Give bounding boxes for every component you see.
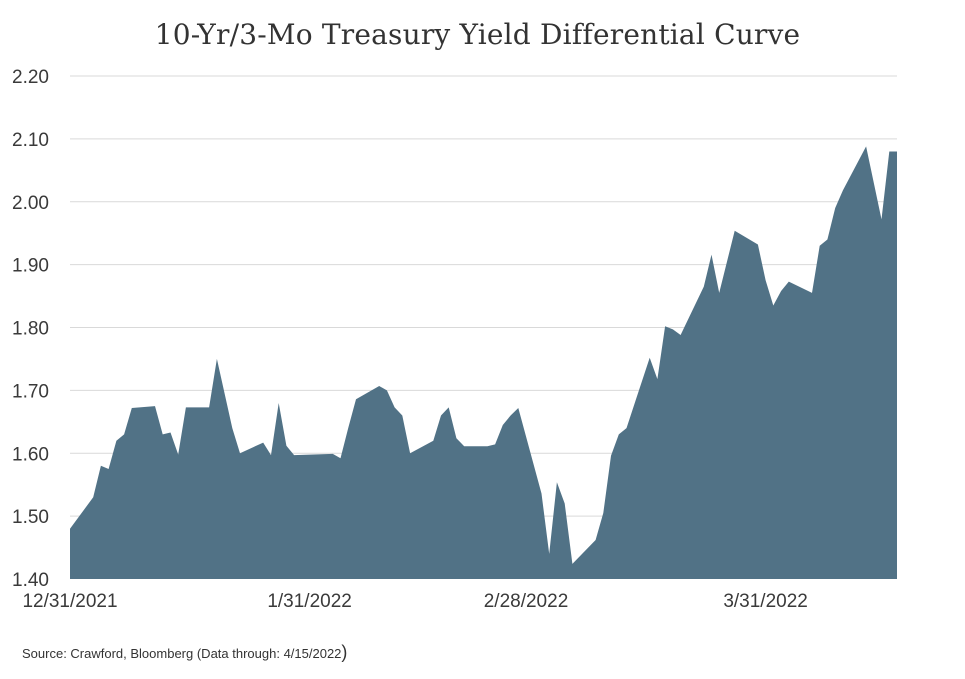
source-note: Source: Crawford, Bloomberg (Data throug… <box>22 642 347 663</box>
area-series <box>70 146 897 579</box>
y-tick-label: 1.90 <box>12 256 49 277</box>
source-note-text: Source: Crawford, Bloomberg (Data throug… <box>22 646 342 661</box>
y-tick-label: 2.00 <box>12 193 49 214</box>
x-tick-label: 12/31/2021 <box>22 591 117 612</box>
yield-differential-area <box>70 146 897 579</box>
y-tick-label: 1.80 <box>12 319 49 340</box>
y-tick-label: 1.50 <box>12 507 49 528</box>
x-tick-label: 2/28/2022 <box>484 591 569 612</box>
y-tick-label: 1.40 <box>12 570 49 591</box>
chart-title: 10-Yr/3-Mo Treasury Yield Differential C… <box>154 18 801 51</box>
y-tick-label: 2.20 <box>12 67 49 88</box>
y-tick-label: 2.10 <box>12 130 49 151</box>
x-tick-label: 3/31/2022 <box>723 591 808 612</box>
x-tick-label: 1/31/2022 <box>267 591 352 612</box>
y-tick-label: 1.70 <box>12 381 49 402</box>
y-tick-label: 1.60 <box>12 444 49 465</box>
x-axis-ticks: 12/31/2021 1/31/2022 2/28/2022 3/31/2022 <box>22 591 807 612</box>
y-axis-ticks: 1.40 1.50 1.60 1.70 1.80 1.90 2.00 2.10 2.20 <box>12 67 49 591</box>
source-note-close-paren: ) <box>341 642 348 662</box>
